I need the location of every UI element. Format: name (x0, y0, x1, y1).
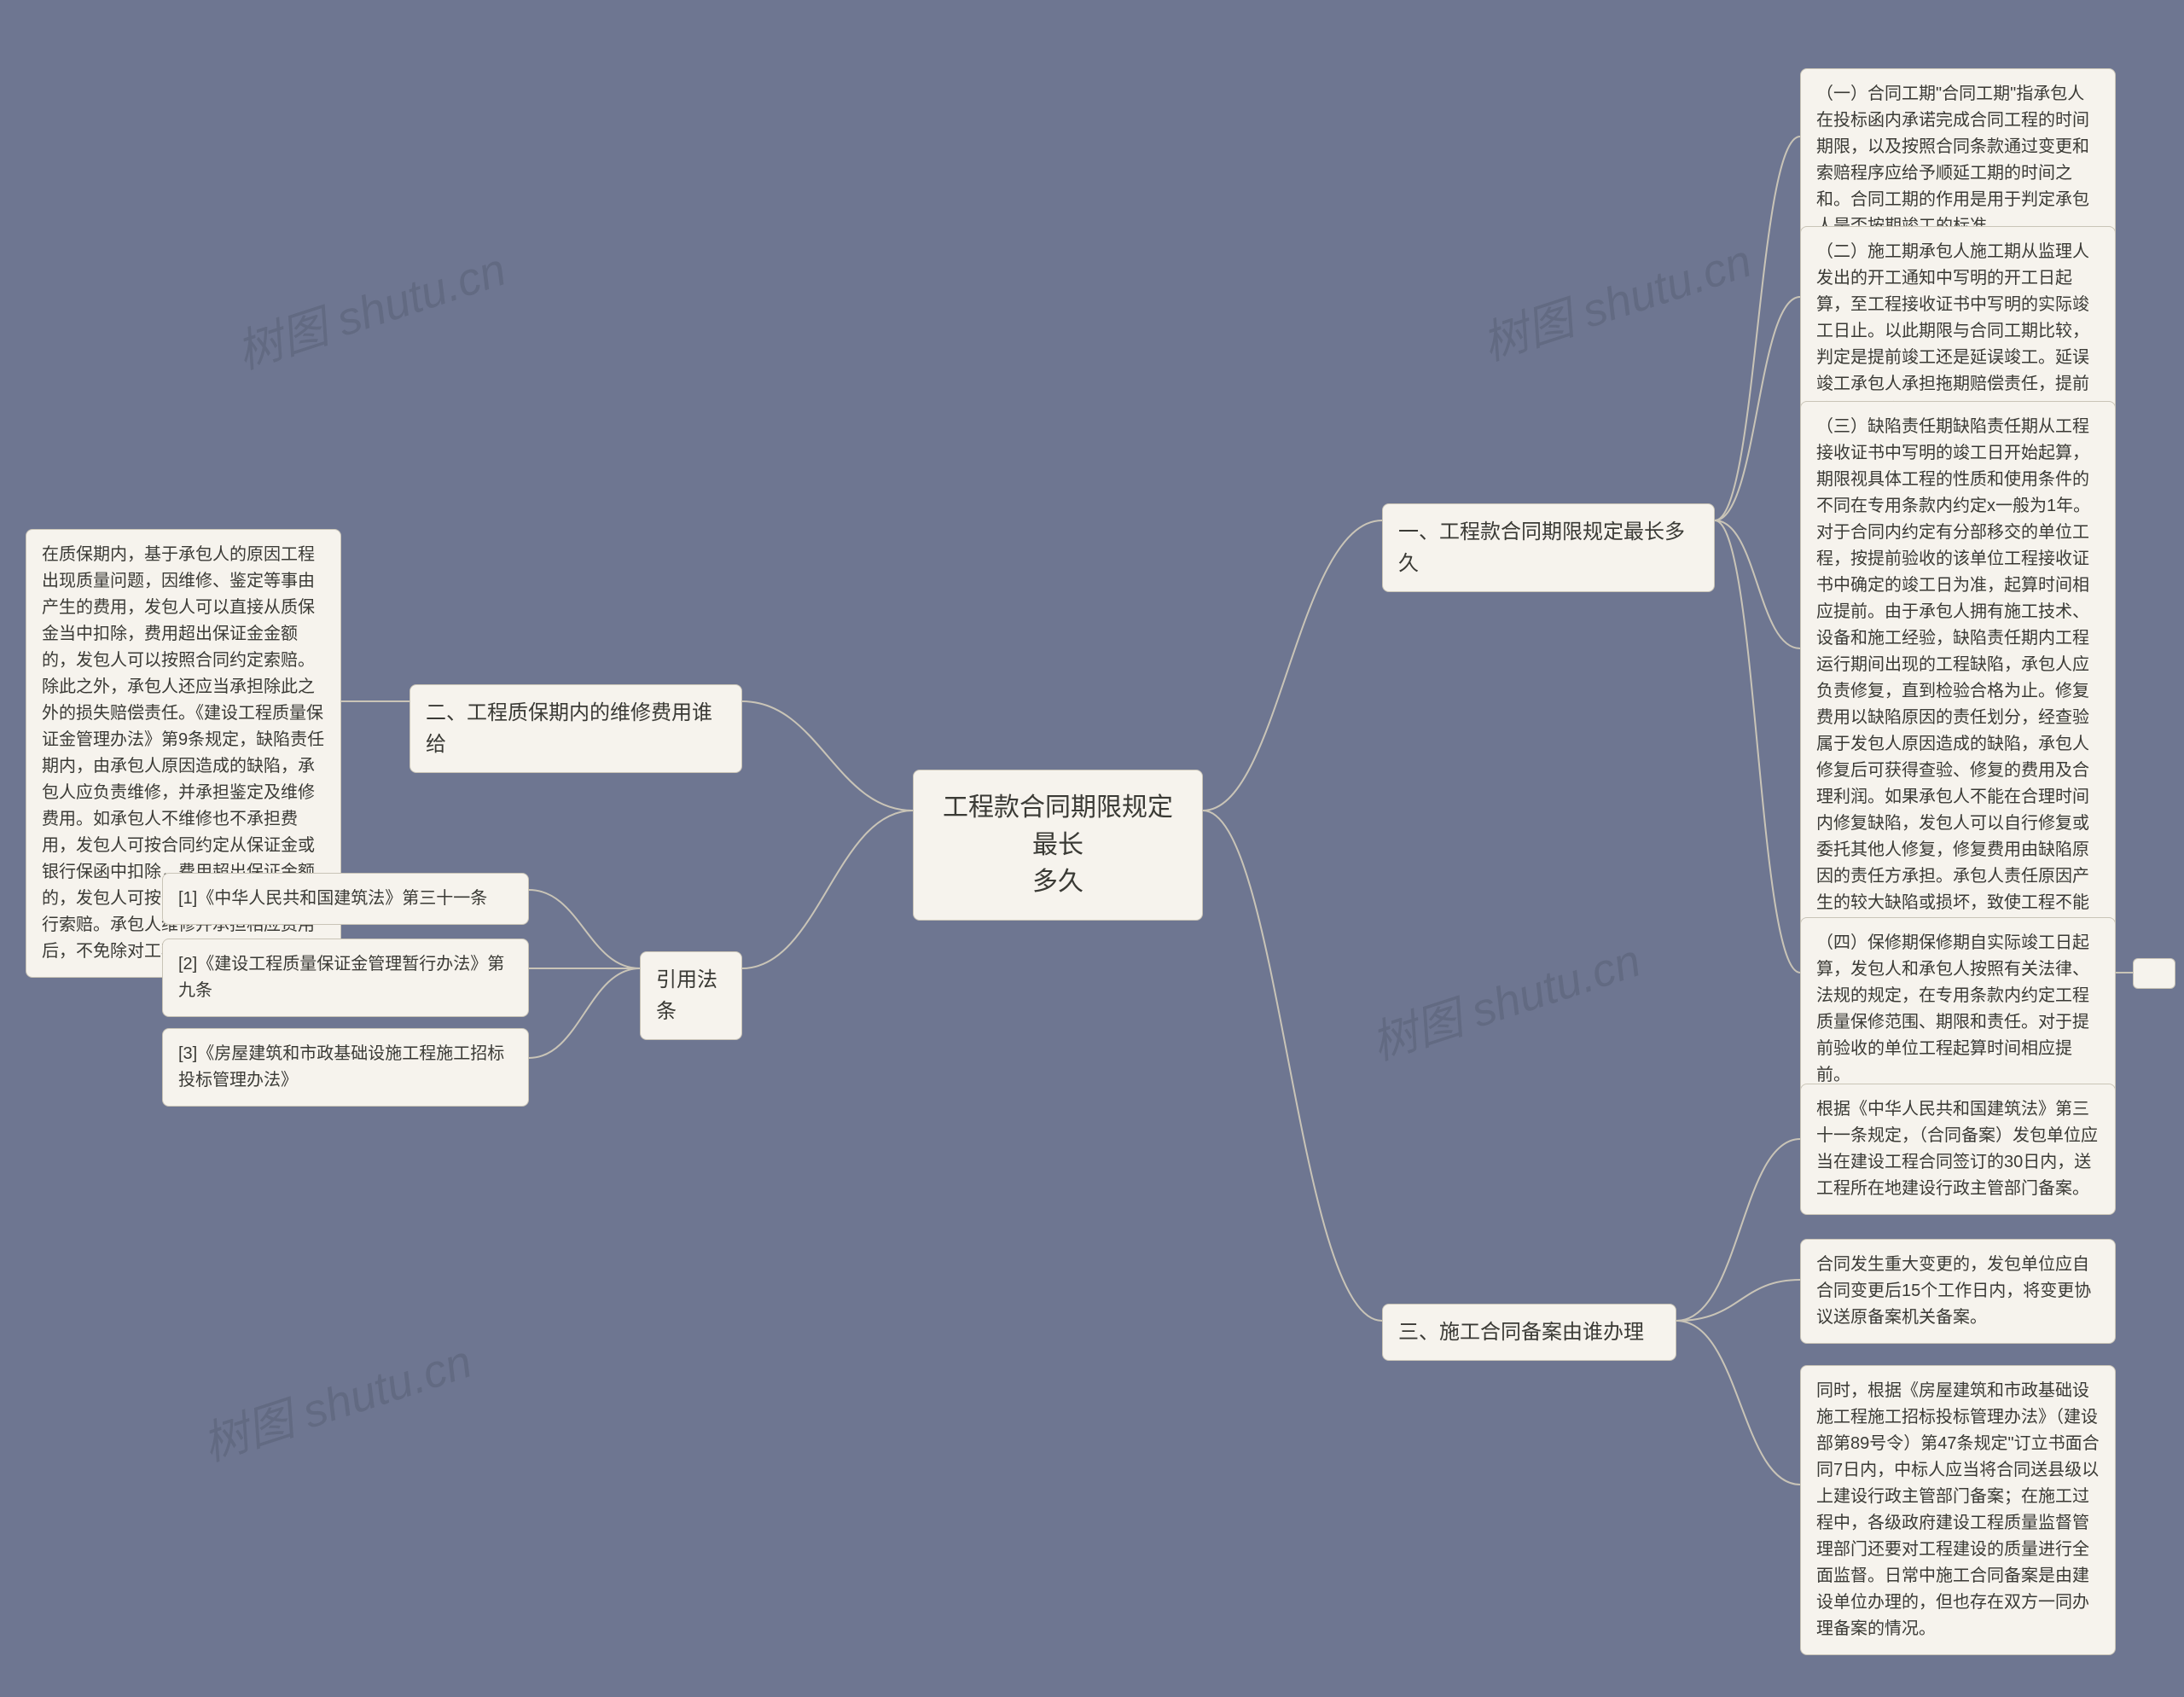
section-3: 三、施工合同备案由谁办理 (1382, 1304, 1676, 1361)
refs-item-1: [1]《中华人民共和国建筑法》第三十一条 (162, 873, 529, 925)
section-1-item-1: （一）合同工期"合同工期"指承包人在投标函内承诺完成合同工程的时间期限，以及按照… (1800, 68, 2116, 253)
refs-item-2: [2]《建设工程质量保证金管理暂行办法》第九条 (162, 939, 529, 1017)
section-2: 二、工程质保期内的维修费用谁给 (410, 684, 742, 773)
root-node: 工程款合同期限规定最长多久 (913, 770, 1203, 921)
section-1: 一、工程款合同期限规定最长多久 (1382, 503, 1715, 592)
watermark: 树图 shutu.cn (227, 231, 514, 381)
refs-section: 引用法条 (640, 951, 742, 1040)
watermark: 树图 shutu.cn (193, 1323, 479, 1473)
section-1-item-4: （四）保修期保修期自实际竣工日起算，发包人和承包人按照有关法律、法规的规定，在专… (1800, 917, 2116, 1101)
section-3-item-3: 同时，根据《房屋建筑和市政基础设施工程施工招标投标管理办法》（建设部第89号令）… (1800, 1365, 2116, 1655)
section-3-item-1: 根据《中华人民共和国建筑法》第三十一条规定，（合同备案）发包单位应当在建设工程合… (1800, 1084, 2116, 1215)
refs-item-3: [3]《房屋建筑和市政基础设施工程施工招标投标管理办法》 (162, 1028, 529, 1107)
section-1-item-4-extra (2133, 958, 2175, 989)
section-3-item-2: 合同发生重大变更的，发包单位应自合同变更后15个工作日内，将变更协议送原备案机关… (1800, 1239, 2116, 1344)
watermark: 树图 shutu.cn (1362, 922, 1648, 1072)
watermark: 树图 shutu.cn (1472, 223, 1759, 373)
